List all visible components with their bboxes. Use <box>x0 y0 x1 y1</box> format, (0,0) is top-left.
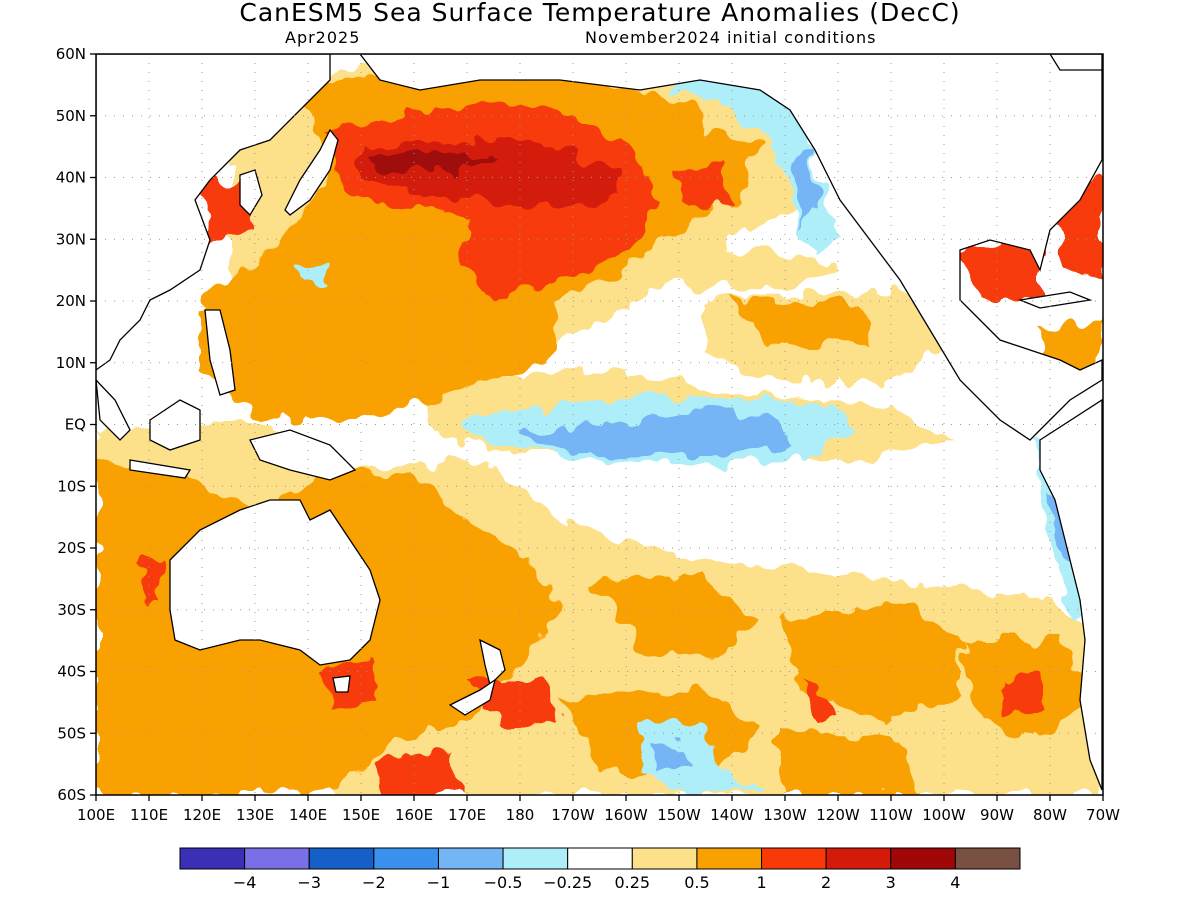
colorbar-swatch <box>890 847 956 870</box>
colorbar-label: 2 <box>821 873 831 892</box>
lon-tick-label: 150W <box>657 806 701 824</box>
colorbar-swatch <box>373 847 439 870</box>
colorbar-label: 3 <box>886 873 896 892</box>
lon-tick-label: 120W <box>816 806 860 824</box>
colorbar-swatch <box>567 847 633 870</box>
lon-tick-label: 170W <box>551 806 595 824</box>
colorbar-label: 0.5 <box>684 873 709 892</box>
lat-tick-label: 20N <box>56 292 86 310</box>
valid-month-label: Apr2025 <box>285 28 361 47</box>
new-zealand-north-island <box>479 638 506 687</box>
anomaly-fill-3-4 <box>370 150 500 172</box>
lon-tick-label: 140E <box>289 806 327 824</box>
lon-tick-label: 150E <box>342 806 380 824</box>
lon-tick-label: 110W <box>869 806 913 824</box>
colorbar-swatch <box>308 847 375 870</box>
lon-tick-label: 170E <box>448 806 486 824</box>
lat-tick-label: 10S <box>57 477 86 495</box>
colorbar-label: −3 <box>297 873 321 892</box>
java-island <box>129 459 192 479</box>
colorbar-swatch <box>502 847 569 870</box>
lon-tick-label: 100W <box>922 806 966 824</box>
colorbar-label: −1 <box>427 873 451 892</box>
colorbar-swatch <box>244 847 310 870</box>
lon-tick-label: 160E <box>395 806 433 824</box>
tasmania-island <box>332 675 351 693</box>
lon-tick-label: 120E <box>183 806 221 824</box>
colorbar-label: 0.25 <box>614 873 650 892</box>
lat-tick-label: 50N <box>56 107 86 125</box>
lon-tick-label: 160W <box>604 806 648 824</box>
greenland-tip <box>1049 54 1103 71</box>
lon-tick-label: 80W <box>1033 806 1067 824</box>
colorbar: −4 −3 −2 −1 −0.5 −0.25 0.25 0.5 1 2 3 4 <box>179 847 1021 892</box>
sumatra-island <box>96 379 131 441</box>
asia-landmass <box>96 54 331 371</box>
lon-tick-label: 100E <box>77 806 115 824</box>
lat-tick-label: 30S <box>57 601 86 619</box>
colorbar-swatch <box>696 847 763 870</box>
south-america-landmass <box>1039 398 1103 791</box>
colorbar-swatch <box>631 847 698 870</box>
lat-tick-label: 10N <box>56 354 86 372</box>
lon-tick-label: 140W <box>710 806 754 824</box>
map-title: CanESM5 Sea Surface Temperature Anomalie… <box>239 0 961 27</box>
lon-tick-label: 70W <box>1086 806 1120 824</box>
lat-tick-label: 60S <box>57 786 86 804</box>
new-zealand-south-island <box>448 678 497 716</box>
borneo-island <box>149 399 201 451</box>
new-guinea-island <box>249 429 357 481</box>
colorbar-label: −4 <box>233 873 257 892</box>
init-conditions-label: November2024 initial conditions <box>585 28 877 47</box>
latitude-axis: 60N 50N 40N 30N 20N 10N EQ 10S 20S 30S 40S 50S 60S <box>56 45 96 804</box>
lat-tick-label: 40S <box>57 663 86 681</box>
lon-tick-label: 110E <box>130 806 168 824</box>
lat-tick-label: 20S <box>57 539 86 557</box>
colorbar-label: −0.25 <box>543 873 592 892</box>
lat-tick-label: 30N <box>56 230 86 248</box>
lat-tick-label: 40N <box>56 169 86 187</box>
colorbar-swatch <box>954 847 1021 870</box>
lon-tick-label: 180 <box>506 806 535 824</box>
north-america-landmass <box>359 54 1103 441</box>
lat-tick-label: 60N <box>56 45 86 63</box>
lon-tick-label: 130E <box>236 806 274 824</box>
colorbar-label: −0.5 <box>484 873 523 892</box>
lat-tick-label: 50S <box>57 724 86 742</box>
korea-peninsula <box>239 169 263 217</box>
japan-island <box>284 128 339 216</box>
colorbar-swatch <box>437 847 504 870</box>
lon-tick-label: 130W <box>763 806 807 824</box>
lat-tick-label: EQ <box>65 416 86 434</box>
colorbar-label: 1 <box>756 873 766 892</box>
philippines-islands <box>204 309 236 396</box>
colorbar-swatch <box>761 847 827 870</box>
colorbar-label: 4 <box>950 873 960 892</box>
australia-landmass <box>169 499 381 666</box>
continents <box>96 54 1103 791</box>
lon-tick-label: 90W <box>980 806 1014 824</box>
cuba-island <box>1017 291 1093 309</box>
colorbar-swatch <box>825 847 892 870</box>
colorbar-swatch <box>179 847 246 870</box>
longitude-axis: 100E 110E 120E 130E 140E 150E 160E 170E 180 170W 1… <box>77 795 1120 824</box>
colorbar-label: −2 <box>362 873 386 892</box>
